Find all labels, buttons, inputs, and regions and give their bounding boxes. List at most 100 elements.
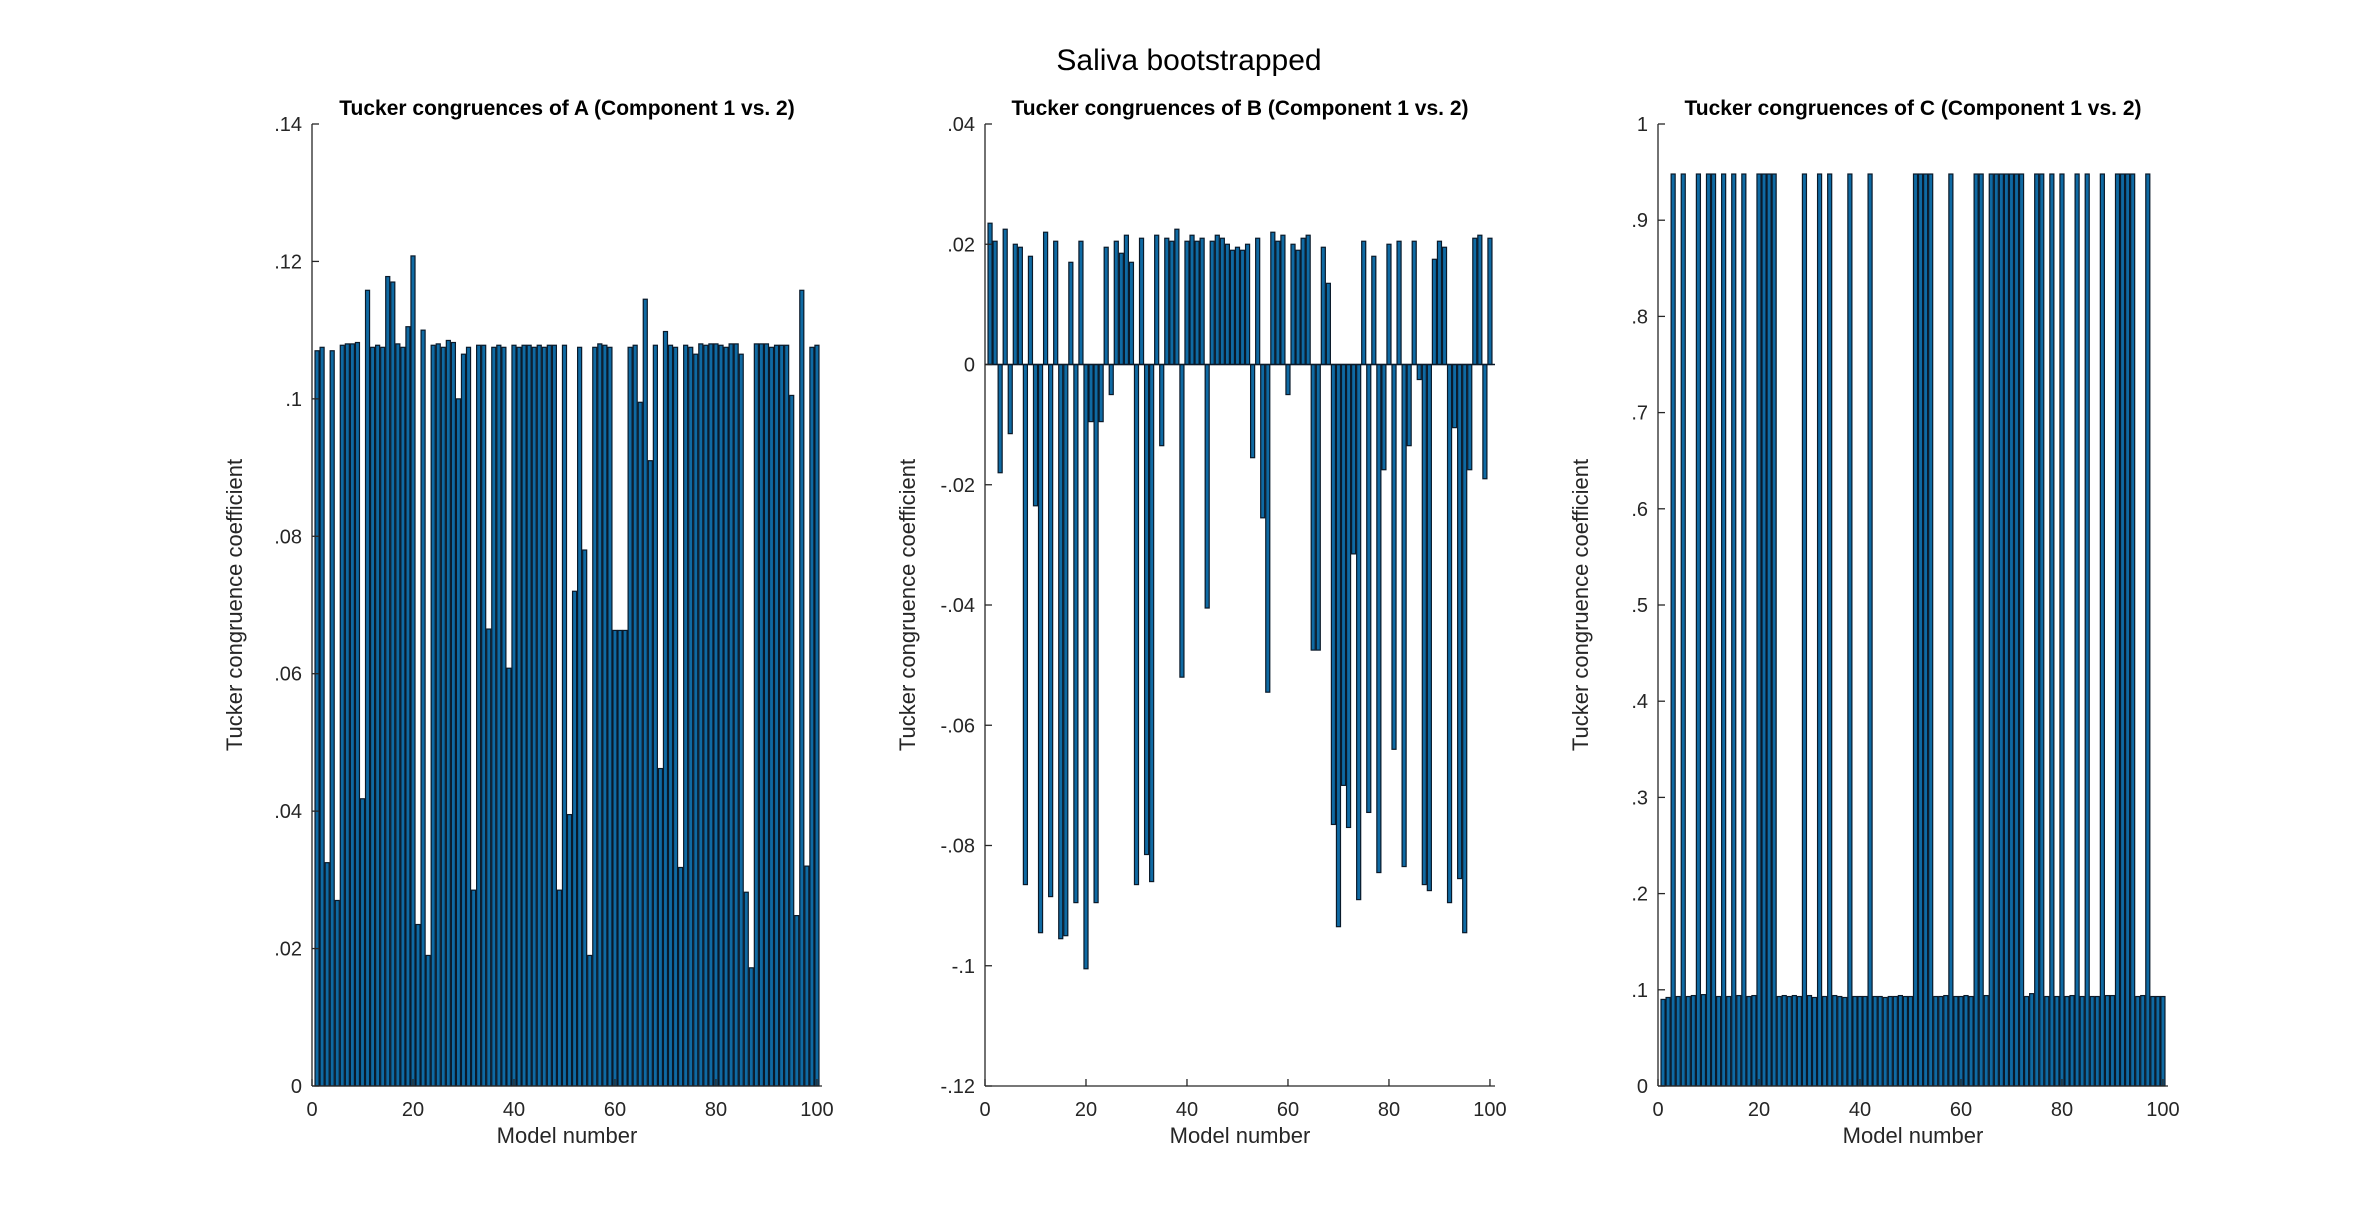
bar-25 (1781, 994, 1787, 1087)
bar-81 (718, 344, 724, 1087)
bar-39 (1179, 363, 1185, 678)
bar-34 (481, 344, 487, 1087)
bar-72 (1345, 363, 1352, 829)
bar-68 (1998, 173, 2004, 1087)
chart-2: -.12 -.1 -.08 -.06 -.04 -.02 0 .02 .04 0 20 40 60 80 1… (895, 97, 1507, 1148)
y-tick-label: -.12 (941, 1076, 975, 1098)
bar-80 (2059, 173, 2065, 1087)
figure-title: Saliva bootstrapped (1056, 44, 1322, 77)
bar-100 (1487, 237, 1493, 366)
bar-84 (1406, 363, 1412, 447)
bar-44 (1204, 363, 1210, 609)
bar-99 (2155, 995, 2161, 1087)
y-axis-label: Tucker congruence coefficient (895, 459, 920, 751)
bar-31 (465, 346, 472, 1087)
bar-86 (743, 891, 749, 1087)
bar-79 (2054, 995, 2060, 1087)
bar-69 (657, 767, 664, 1087)
bar-9 (1027, 255, 1034, 366)
x-tick-label: 40 (1176, 1099, 1198, 1121)
bar-57 (1270, 231, 1276, 366)
bar-6 (1685, 995, 1691, 1087)
bar-13 (1048, 363, 1054, 898)
bar-92 (1446, 363, 1453, 904)
x-tick-label: 60 (1277, 1099, 1299, 1121)
y-tick-label: .9 (1631, 210, 1648, 232)
bar-33 (476, 344, 482, 1087)
bar-75 (688, 346, 694, 1087)
bar-41 (516, 346, 522, 1087)
bar-38 (501, 346, 507, 1087)
bar-4 (1675, 995, 1681, 1087)
bar-85 (738, 353, 744, 1087)
bar-70 (2008, 173, 2015, 1087)
bar-83 (728, 343, 734, 1087)
bar-87 (1421, 363, 1427, 886)
bar-70 (662, 330, 669, 1087)
bar-75 (1361, 240, 1367, 366)
bar-45 (1209, 240, 1215, 366)
bar-64 (1978, 173, 1984, 1087)
bar-40 (511, 344, 517, 1087)
bar-85 (1411, 240, 1417, 366)
y-tick-label: .6 (1631, 499, 1648, 521)
bar-63 (1973, 173, 1979, 1087)
bar-91 (1441, 246, 1448, 366)
bar-32 (1143, 363, 1150, 856)
x-tick-label: 0 (1652, 1099, 1663, 1121)
bar-66 (642, 298, 648, 1087)
chart-title: Tucker congruences of A (Component 1 vs.… (339, 97, 794, 120)
bar-98 (2150, 995, 2156, 1087)
bar-93 (1451, 363, 1458, 429)
bar-78 (1376, 363, 1382, 874)
bar-20 (1083, 363, 1089, 970)
bar-29 (1801, 173, 1808, 1087)
bar-80 (713, 343, 719, 1087)
bar-16 (390, 281, 396, 1087)
bar-37 (1169, 240, 1175, 366)
y-tick-label: .2 (1631, 884, 1648, 906)
bar-44 (531, 346, 537, 1087)
bar-81 (1391, 363, 1397, 750)
bar-60 (1285, 363, 1291, 396)
bar-37 (1842, 996, 1848, 1087)
bar-48 (1224, 243, 1230, 366)
bar-75 (2034, 173, 2040, 1087)
bar-88 (1426, 363, 1432, 892)
bar-67 (1320, 246, 1326, 366)
bar-47 (546, 344, 552, 1087)
y-tick-label: .02 (274, 939, 302, 961)
x-tick-label: 0 (306, 1099, 317, 1121)
bar-8 (1022, 363, 1029, 886)
bar-58 (602, 344, 608, 1087)
bar-90 (763, 343, 770, 1087)
bar-28 (1123, 234, 1130, 366)
bar-15 (385, 275, 391, 1087)
bar-26 (1113, 240, 1119, 366)
y-tick-label: 0 (964, 355, 975, 377)
bar-59 (607, 346, 613, 1087)
x-tick-label: 20 (402, 1099, 424, 1121)
bar-53 (1249, 363, 1256, 459)
bar-39 (1852, 995, 1858, 1087)
bar-88 (753, 343, 759, 1087)
bar-54 (582, 549, 588, 1087)
bar-42 (521, 344, 527, 1087)
bar-43 (526, 344, 532, 1087)
bar-77 (1371, 255, 1377, 366)
bar-24 (1776, 995, 1782, 1087)
bar-21 (1088, 363, 1094, 423)
bar-73 (677, 866, 684, 1087)
bar-16 (1736, 994, 1742, 1087)
bar-62 (622, 629, 628, 1087)
bar-9 (354, 341, 361, 1087)
bar-45 (536, 344, 542, 1087)
bar-92 (2119, 173, 2126, 1087)
x-axis-label: Model number (1170, 1123, 1311, 1148)
y-tick-label: .1 (285, 389, 302, 411)
bar-38 (1847, 173, 1853, 1087)
y-axis-label: Tucker congruence coefficient (222, 459, 247, 751)
bar-79 (708, 343, 714, 1087)
y-tick-label: .04 (274, 801, 302, 823)
bar-7 (1690, 994, 1696, 1087)
